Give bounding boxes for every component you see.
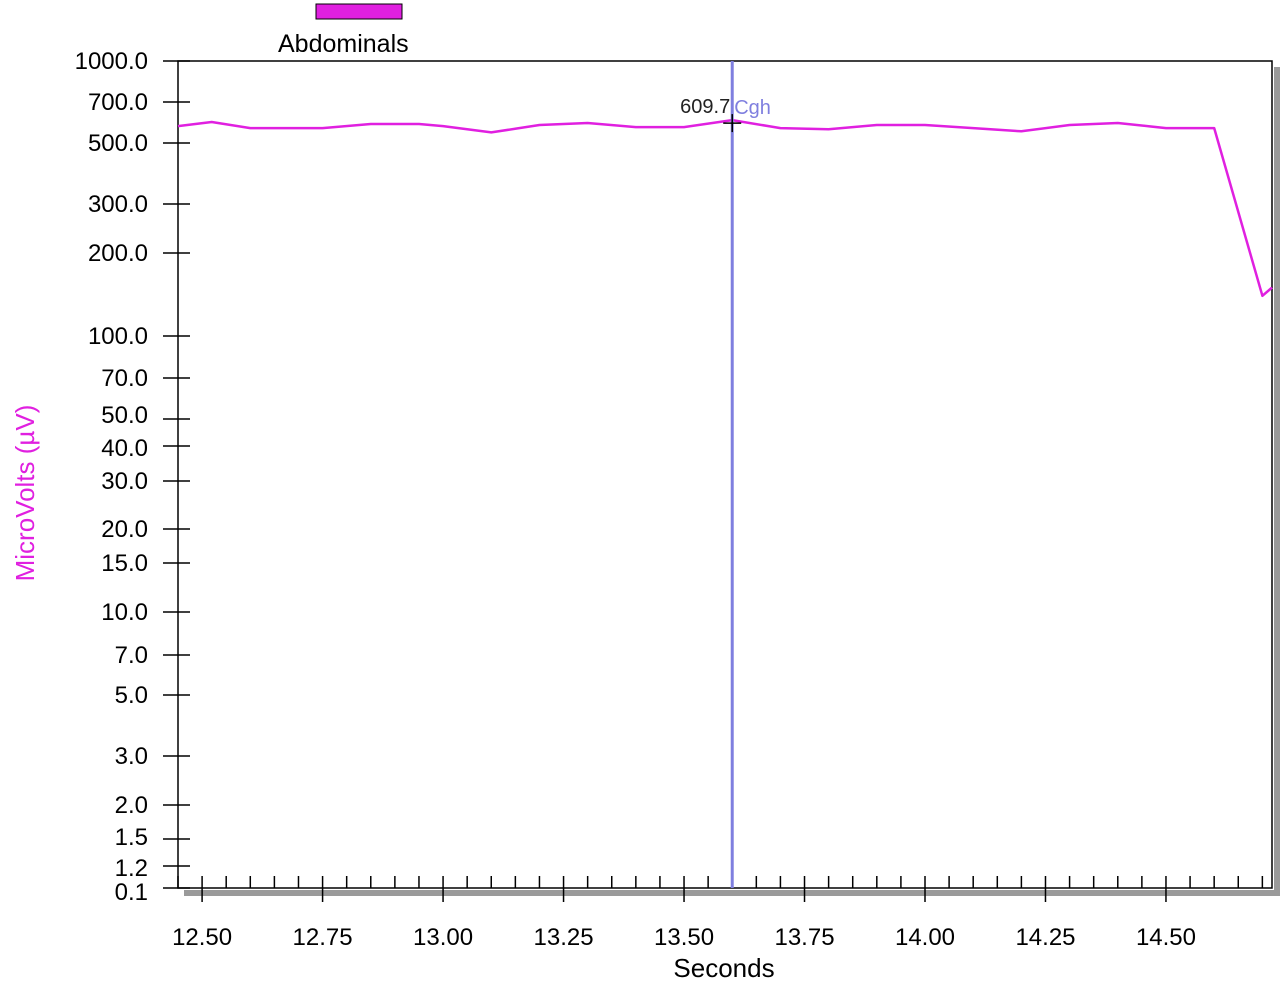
y-tick-label: 7.0 bbox=[115, 642, 148, 669]
x-axis: 12.50 12.75 13.00 13.25 13.50 13.75 14.00 14.25… bbox=[172, 876, 1264, 951]
y-tick-label: 5.0 bbox=[115, 682, 148, 709]
y-tick-label: 20.0 bbox=[101, 516, 148, 543]
y-tick-label: 1000.0 bbox=[75, 48, 148, 75]
y-tick-label: 500.0 bbox=[88, 130, 148, 157]
y-tick-label: 300.0 bbox=[88, 191, 148, 218]
x-tick-label: 13.75 bbox=[774, 924, 834, 951]
y-tick-label: 100.0 bbox=[88, 323, 148, 350]
legend: Abdominals bbox=[278, 3, 409, 58]
x-tick-label: 14.00 bbox=[895, 924, 955, 951]
y-tick-label: 2.0 bbox=[115, 792, 148, 819]
cursor-name-label: Cgh bbox=[734, 97, 771, 119]
y-tick-label: 50.0 bbox=[101, 402, 148, 429]
y-tick-label: 3.0 bbox=[115, 743, 148, 770]
y-tick-label: 0.1 bbox=[115, 879, 148, 906]
plot-frame bbox=[177, 60, 1280, 896]
cursor-layer[interactable]: 609.7 Cgh bbox=[680, 61, 771, 888]
y-tick-label: 1.2 bbox=[115, 855, 148, 882]
x-tick-label: 13.25 bbox=[534, 924, 594, 951]
x-tick-label: 13.50 bbox=[654, 924, 714, 951]
x-tick-label: 12.50 bbox=[172, 924, 232, 951]
x-tick-label: 14.25 bbox=[1015, 924, 1075, 951]
x-tick-label: 14.50 bbox=[1136, 924, 1196, 951]
y-tick-label: 700.0 bbox=[88, 89, 148, 116]
y-tick-label: 10.0 bbox=[101, 599, 148, 626]
y-axis: 1000.0 700.0 500.0 300.0 200.0 100.0 70.0 50.0 4… bbox=[75, 48, 190, 906]
y-tick-label: 15.0 bbox=[101, 550, 148, 577]
y-tick-label: 70.0 bbox=[101, 365, 148, 392]
x-tick-label: 12.75 bbox=[293, 924, 353, 951]
legend-swatch-abdominals bbox=[315, 3, 403, 20]
plot-area bbox=[177, 60, 1273, 889]
x-axis-title: Seconds bbox=[673, 953, 774, 983]
x-tick-label: 13.00 bbox=[413, 924, 473, 951]
cursor-value-label: 609.7 bbox=[680, 96, 730, 118]
y-tick-label: 30.0 bbox=[101, 468, 148, 495]
legend-label: Abdominals bbox=[278, 30, 409, 58]
y-tick-label: 40.0 bbox=[101, 435, 148, 462]
y-axis-title: MicroVolts (µV) bbox=[10, 405, 40, 582]
y-tick-label: 200.0 bbox=[88, 240, 148, 267]
y-tick-label: 1.5 bbox=[115, 824, 148, 851]
